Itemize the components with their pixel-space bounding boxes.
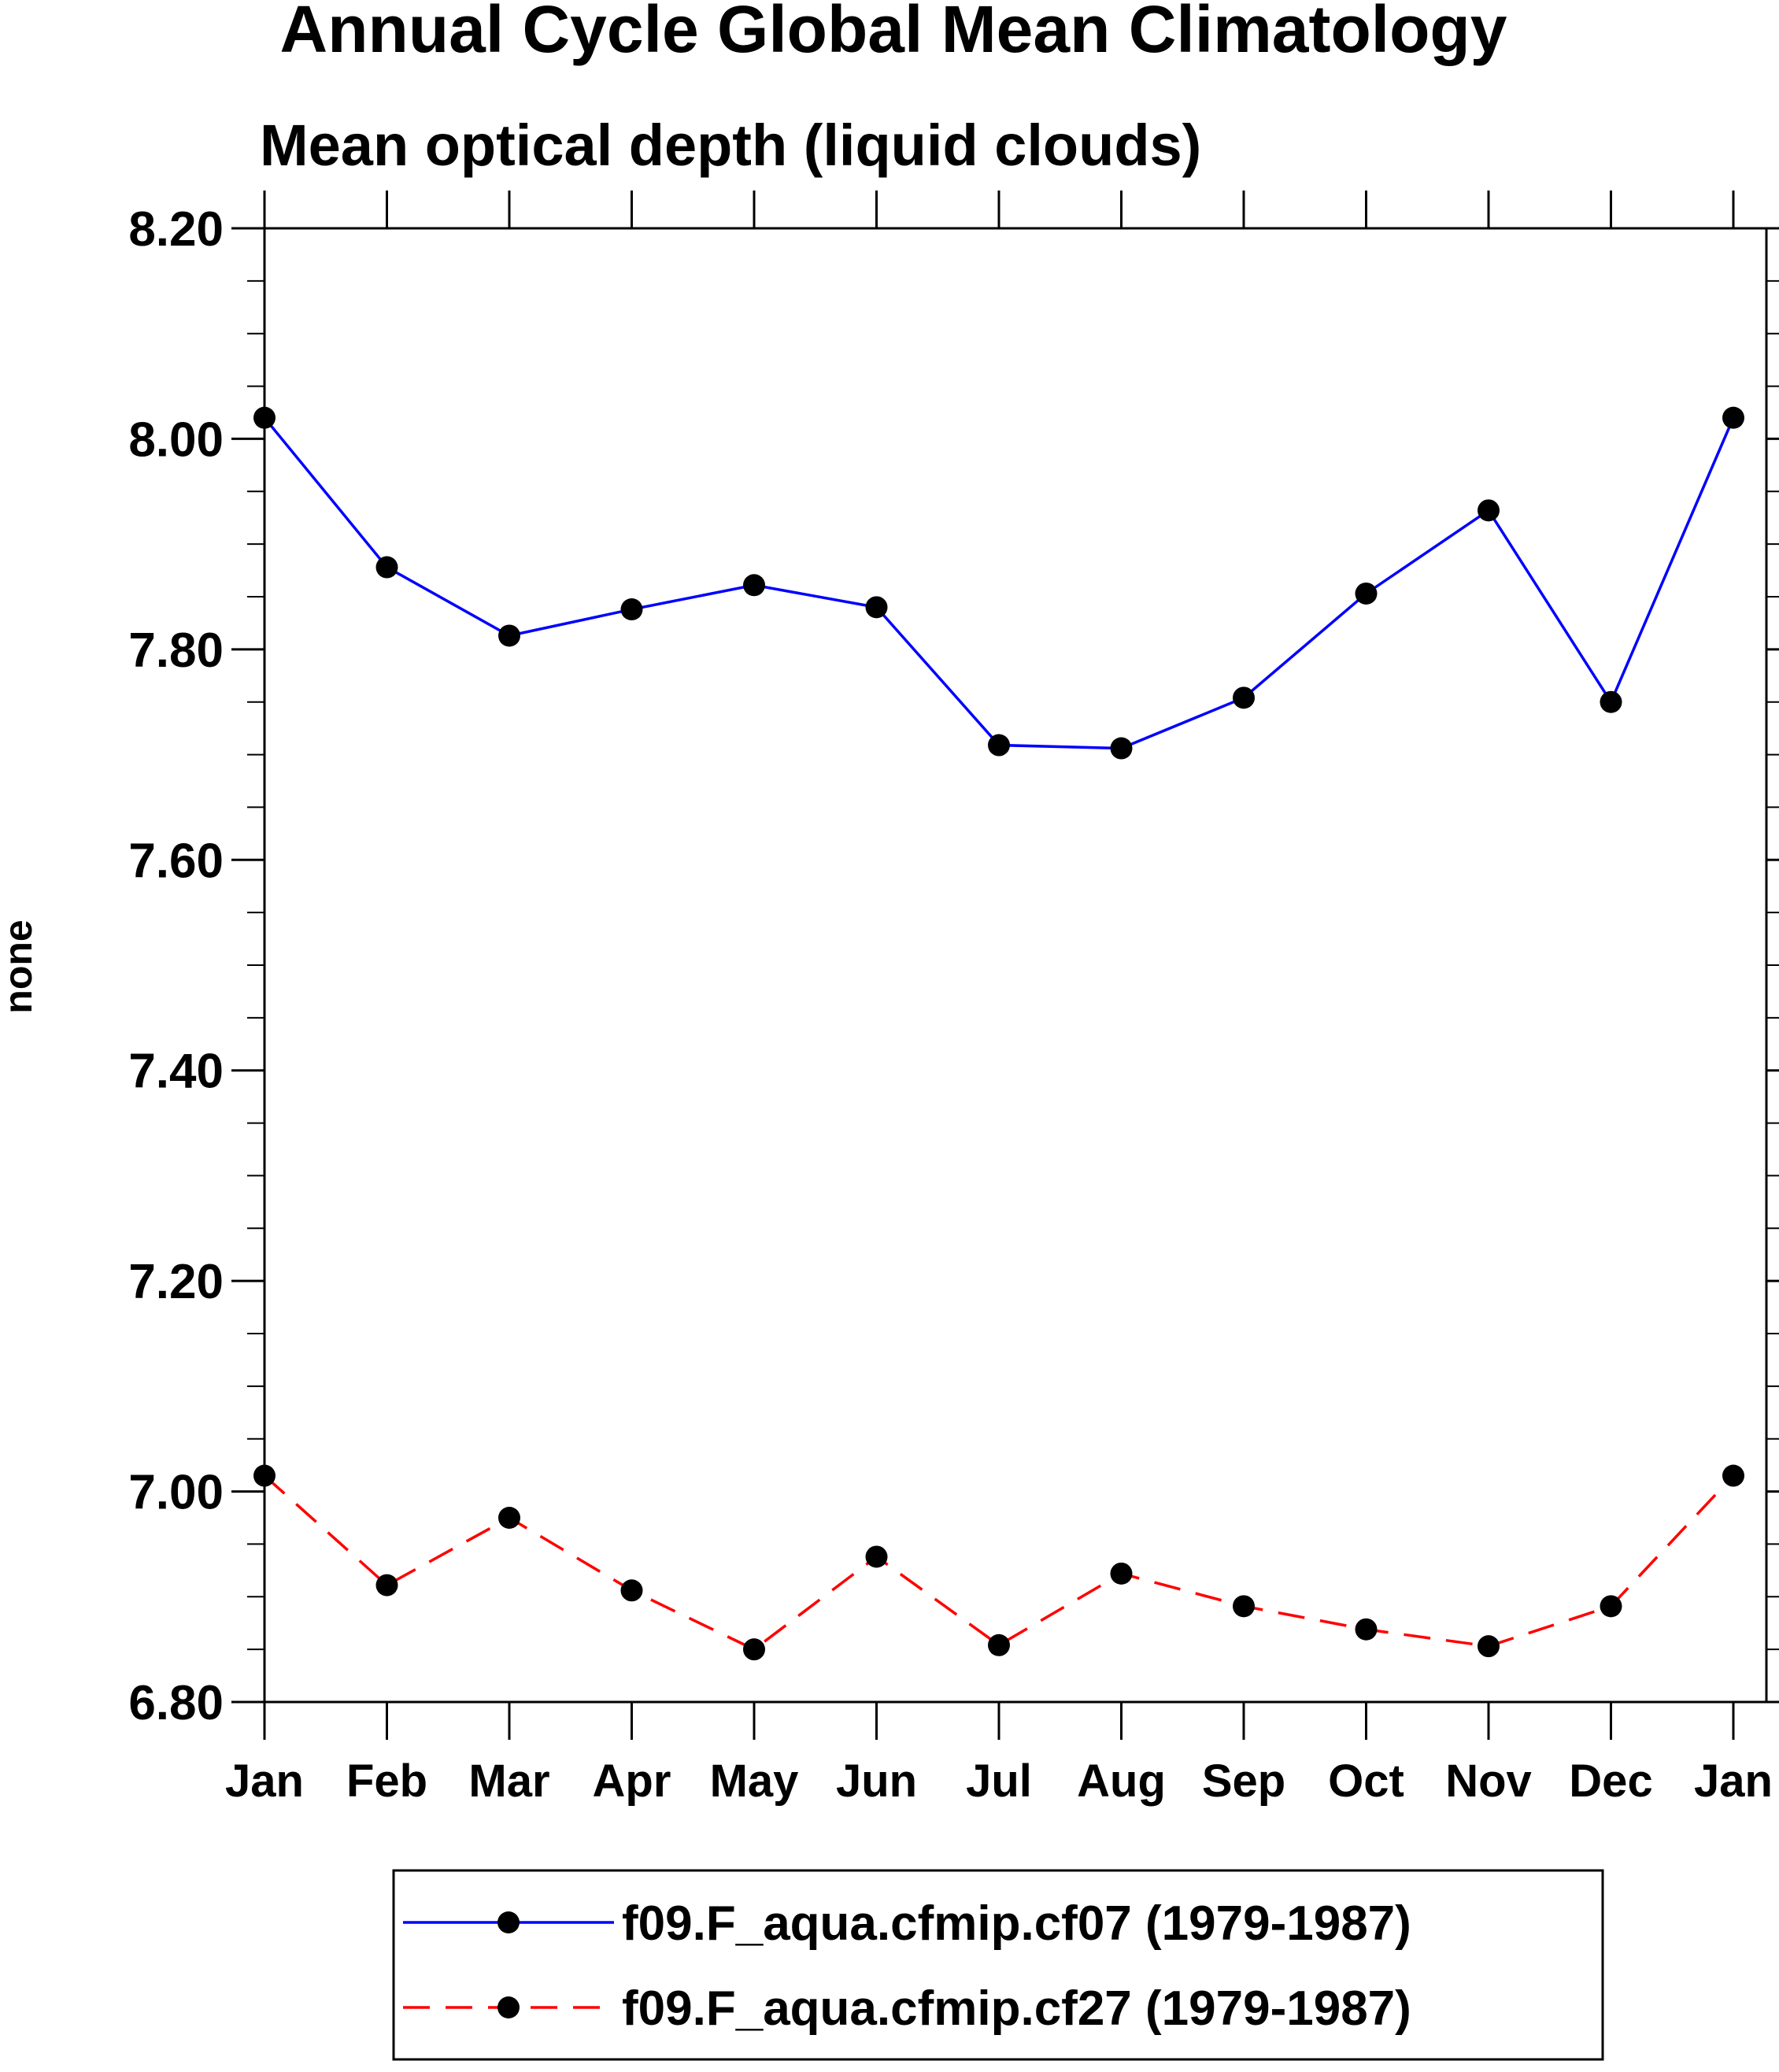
series-1-point: [375, 556, 398, 579]
series-2-point: [1233, 1595, 1255, 1618]
legend-marker-1: [497, 1911, 520, 1933]
x-tick-label: Jan: [1694, 1756, 1773, 1807]
series-2-point: [1478, 1635, 1500, 1658]
x-tick-label: Dec: [1569, 1756, 1652, 1807]
x-tick-label: Jul: [966, 1756, 1032, 1807]
series-2-point: [1600, 1595, 1622, 1618]
x-tick-label: May: [710, 1756, 799, 1807]
series-1-point: [1233, 686, 1255, 709]
series-1-point: [1355, 582, 1378, 605]
legend: f09.F_aqua.cfmip.cf07 (1979-1987) f09.F_a…: [392, 1869, 1604, 2061]
series-line-1: [263, 416, 1735, 750]
y-tick-label: 7.80: [128, 623, 224, 678]
series-2-point: [620, 1579, 643, 1602]
series-2-point: [743, 1638, 765, 1661]
series-1-point: [743, 574, 765, 597]
y-tick-label: 7.60: [128, 834, 224, 888]
plot-frame: [263, 227, 1768, 1704]
chart-subtitle: Mean optical depth (liquid clouds): [260, 113, 1201, 178]
y-tick-label: 8.00: [128, 413, 224, 467]
series-2-point: [253, 1464, 276, 1487]
series-2-point: [498, 1507, 520, 1529]
x-tick-label: Jun: [836, 1756, 917, 1807]
series-2-point: [865, 1545, 888, 1568]
series-2-point: [1110, 1562, 1133, 1585]
y-tick-label: 6.80: [128, 1676, 224, 1730]
series-1-point: [1478, 499, 1500, 522]
y-tick-label: 8.20: [128, 202, 224, 257]
chart-title: Annual Cycle Global Mean Climatology: [280, 0, 1507, 66]
y-axis-label: none: [0, 919, 40, 1013]
legend-label-2: f09.F_aqua.cfmip.cf27 (1979-1987): [622, 1981, 1411, 2036]
y-tick-label: 7.20: [128, 1255, 224, 1309]
x-tick-label: Sep: [1202, 1756, 1285, 1807]
y-tick-label: 7.00: [128, 1466, 224, 1520]
series-2-point: [1722, 1464, 1744, 1487]
legend-box: [392, 1869, 1604, 2061]
x-tick-label: Nov: [1445, 1756, 1532, 1807]
series-1-point: [1600, 690, 1622, 713]
series-line-2: [263, 1474, 1735, 1652]
x-tick-label: Mar: [468, 1756, 549, 1807]
series-2-point: [988, 1634, 1010, 1656]
y-tick-label: 7.40: [128, 1045, 224, 1099]
series-1-point: [1110, 737, 1133, 760]
legend-label-1: f09.F_aqua.cfmip.cf07 (1979-1987): [622, 1896, 1411, 1951]
series-2-point: [375, 1574, 398, 1597]
series-1-point: [865, 596, 888, 619]
x-tick-label: Apr: [593, 1756, 671, 1807]
x-tick-label: Aug: [1077, 1756, 1166, 1807]
series-1-point: [1722, 406, 1744, 429]
x-tick-label: Feb: [346, 1756, 427, 1807]
series-1-point: [988, 734, 1010, 757]
x-tick-label: Oct: [1328, 1756, 1404, 1807]
series-2-point: [1355, 1618, 1378, 1641]
series-1-point: [253, 406, 276, 429]
legend-marker-2: [497, 1996, 520, 2018]
x-tick-label: Jan: [225, 1756, 304, 1807]
series-1-point: [620, 598, 643, 621]
series-1-point: [498, 624, 520, 647]
